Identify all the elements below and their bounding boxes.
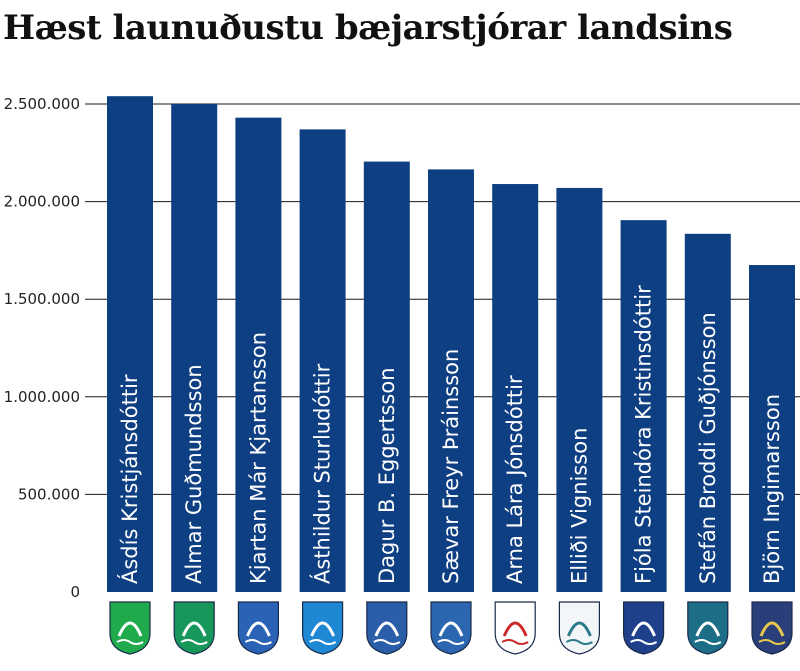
bar xyxy=(363,161,410,593)
bar xyxy=(749,265,795,592)
akranes-crest-icon xyxy=(430,601,472,655)
y-tick-label: 1.000.000 xyxy=(4,388,80,406)
bar-label: Arna Lára Jónsdóttir xyxy=(503,375,527,584)
isafjordur-crest-icon xyxy=(494,601,536,655)
y-tick-label: 2.000.000 xyxy=(4,193,80,211)
bar xyxy=(171,104,218,592)
bar xyxy=(684,233,731,593)
reykjanesbaer-crest-icon xyxy=(237,601,279,655)
bar xyxy=(235,117,282,592)
bar-label: Ásdís Kristjánsdóttir xyxy=(117,374,142,584)
bar xyxy=(556,187,603,592)
bar xyxy=(620,220,667,593)
bar xyxy=(299,129,346,592)
crests xyxy=(109,601,793,655)
bar-label: Elliði Vignisson xyxy=(567,428,591,584)
bar xyxy=(492,184,539,593)
bar-label: Ásthildur Sturludóttir xyxy=(310,363,335,584)
arborg-crest-icon xyxy=(623,601,665,655)
bar-label: Stefán Broddi Guðjónsson xyxy=(696,312,720,584)
mulathing-crest-icon xyxy=(751,601,793,655)
y-tick-label: 0 xyxy=(70,583,80,601)
y-tick-label: 1.500.000 xyxy=(4,290,80,308)
bar-label: Kjartan Már Kjartansson xyxy=(246,332,270,584)
chart-title: Hæst launuðustu bæjarstjórar landsins xyxy=(3,8,733,48)
akureyri-crest-icon xyxy=(302,601,344,655)
olfus-crest-icon xyxy=(558,601,600,655)
bar-label: Björn Ingimarsson xyxy=(760,394,784,584)
bar-label: Dagur B. Eggertsson xyxy=(375,367,399,584)
bars xyxy=(107,96,795,593)
reykjavik-crest-icon xyxy=(366,601,408,655)
bar-labels: Ásdís Kristjánsdóttir Almar Guðmundsson Kj… xyxy=(117,285,784,584)
bar xyxy=(428,169,474,592)
kopavogur-crest-icon xyxy=(109,601,151,655)
gardabaer-crest-icon xyxy=(173,601,215,655)
bar-label: Almar Guðmundsson xyxy=(182,364,206,584)
bar xyxy=(107,96,153,592)
y-tick-label: 2.500.000 xyxy=(4,95,80,113)
bar-label: Sævar Freyr Þráinsson xyxy=(439,349,463,584)
y-tick-label: 500.000 xyxy=(18,485,80,503)
borgarbyggd-crest-icon xyxy=(687,601,729,655)
y-axis-tick-labels: 0 500.000 1.000.000 1.500.000 2.000.000 2.500… xyxy=(4,95,80,601)
bar-label: Fjóla Steindóra Kristinsdóttir xyxy=(632,285,656,584)
